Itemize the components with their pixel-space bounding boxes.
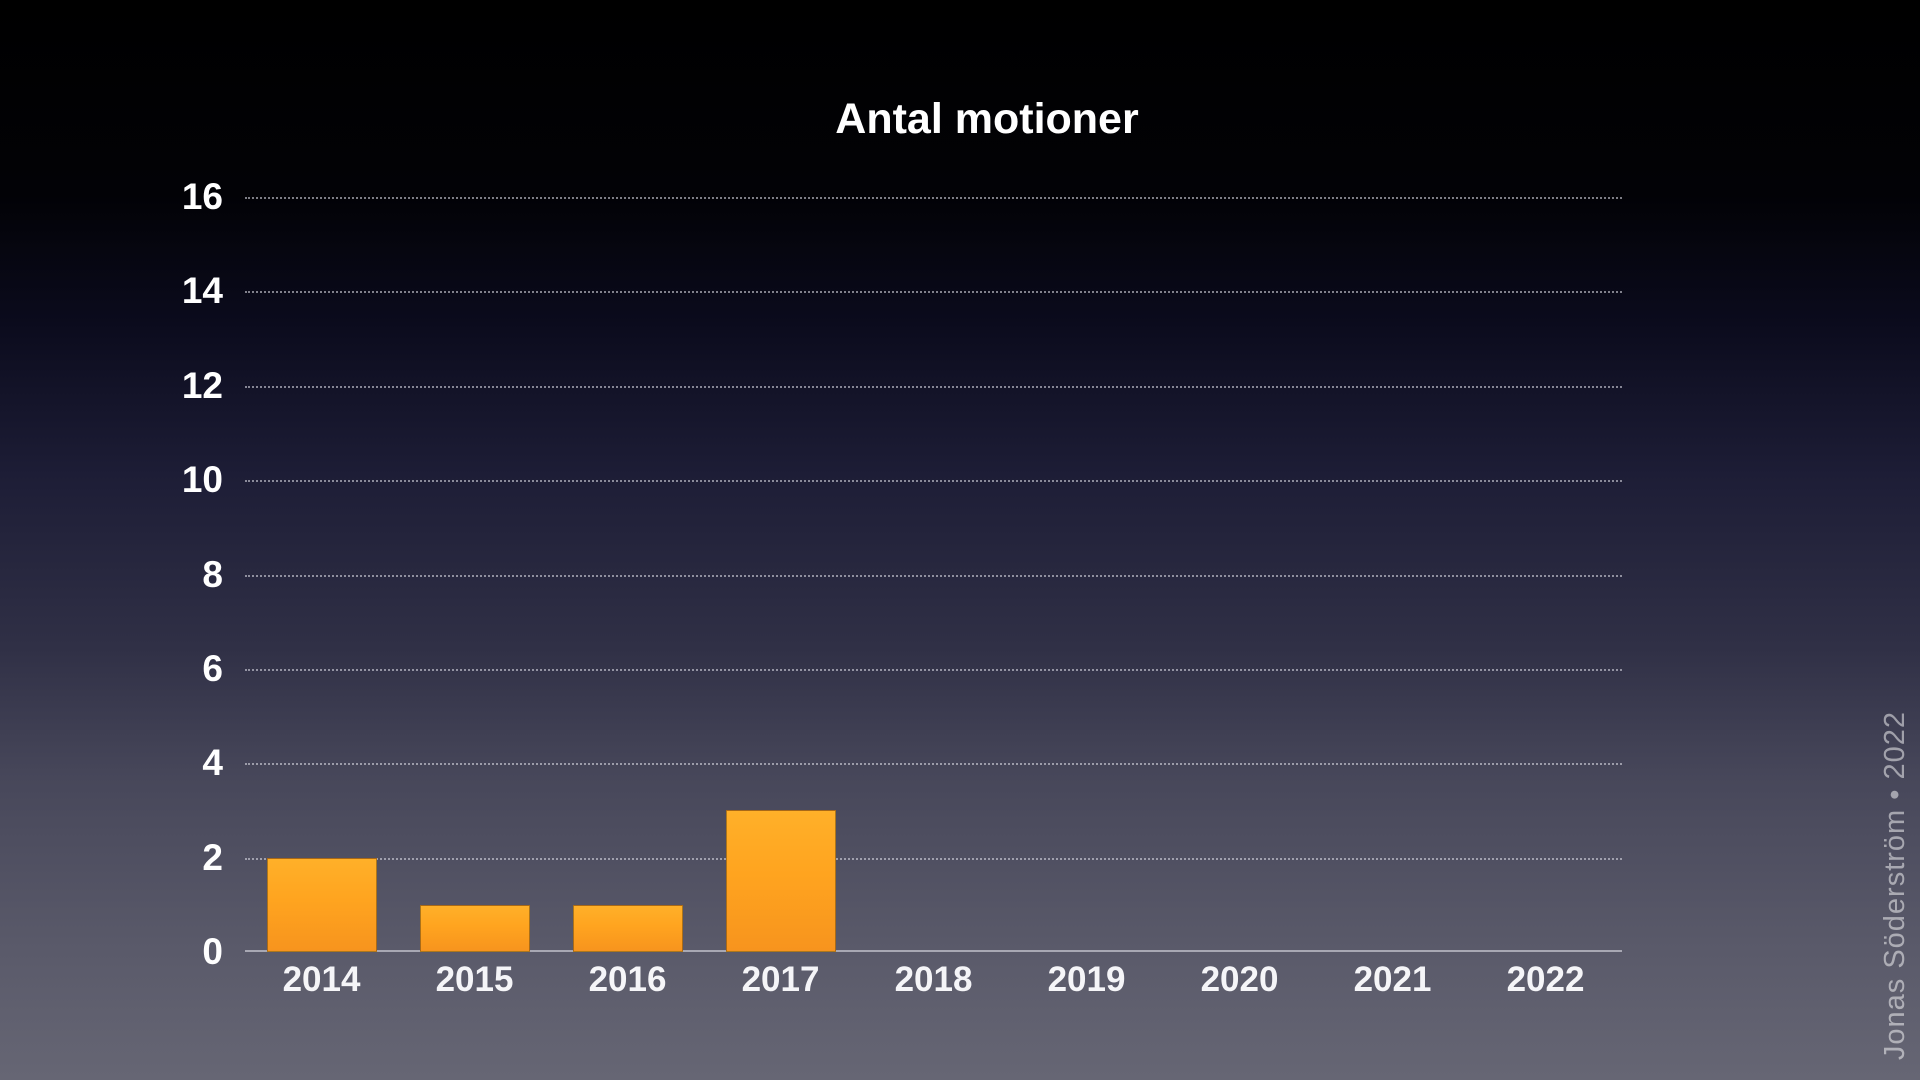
- x-axis-line: [245, 950, 1622, 952]
- x-axis-label-2021: 2021: [1353, 960, 1432, 999]
- x-axis-label-2015: 2015: [435, 960, 514, 999]
- attribution-text: Jonas Söderström • 2022: [1879, 710, 1911, 1060]
- y-axis-label-8: 8: [202, 553, 223, 595]
- y-axis-label-4: 4: [202, 742, 223, 784]
- gridline-10: [245, 480, 1622, 483]
- bar-2014: [266, 857, 377, 952]
- x-axis-label-2016: 2016: [588, 960, 667, 999]
- x-axis-label-2014: 2014: [282, 960, 361, 999]
- y-axis-label-16: 16: [181, 176, 223, 217]
- x-axis-label-2022: 2022: [1506, 960, 1585, 999]
- gridline-12: [245, 385, 1622, 388]
- plot-area: 16 14 12 10 8 6 4 2 0 2014 2015 2016 2017 2018 2019 202…: [182, 176, 1622, 999]
- chart-title: Antal motioner: [835, 95, 1139, 143]
- gridline-8: [245, 574, 1622, 577]
- gridline-2: [245, 857, 1622, 860]
- bar-2015: [419, 904, 530, 952]
- y-axis-label-0: 0: [202, 931, 223, 972]
- y-axis-label-14: 14: [181, 270, 223, 312]
- bar-2016: [572, 904, 683, 952]
- x-axis-label-2019: 2019: [1047, 960, 1126, 999]
- y-axis-label-12: 12: [181, 364, 223, 406]
- y-axis-label-6: 6: [202, 647, 223, 689]
- x-axis-label-2017: 2017: [741, 960, 820, 999]
- gridline-4: [245, 763, 1622, 766]
- bar-2017: [725, 810, 836, 952]
- y-axis-label-2: 2: [202, 836, 223, 878]
- x-axis-label-2018: 2018: [894, 960, 973, 999]
- gridline-16: [245, 197, 1622, 199]
- x-axis-label-2020: 2020: [1200, 960, 1279, 999]
- gridline-6: [245, 668, 1622, 671]
- gridline-14: [245, 291, 1622, 294]
- y-axis-label-10: 10: [181, 459, 223, 501]
